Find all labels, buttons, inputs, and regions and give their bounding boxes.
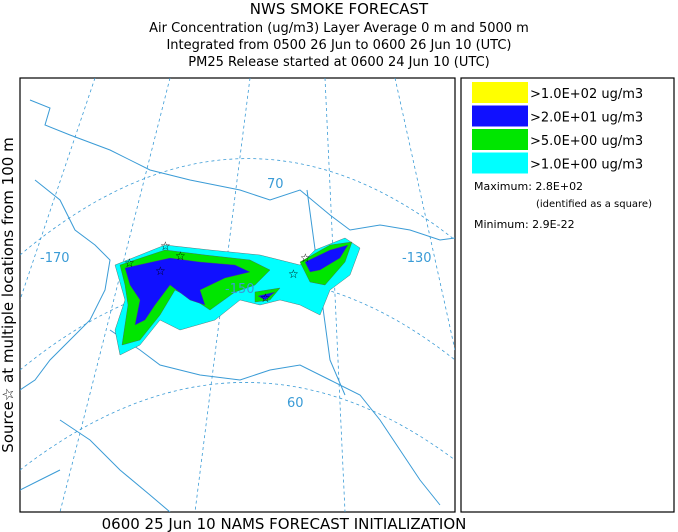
subtitle: Air Concentration (ug/m3) Layer Average … bbox=[149, 21, 529, 36]
latitude-label: 60 bbox=[287, 396, 304, 411]
legend: Maximum: 2.8E+02 (identified as a square… bbox=[460, 77, 675, 513]
title: NWS SMOKE FORECAST bbox=[250, 0, 429, 18]
plume bbox=[124, 244, 349, 326]
legend-swatch bbox=[472, 129, 528, 150]
legend-swatch bbox=[472, 152, 528, 174]
latitude-label: 70 bbox=[267, 177, 284, 192]
longitude-label: -170 bbox=[40, 251, 70, 266]
longitude-label: -130 bbox=[402, 251, 432, 266]
legend-swatch bbox=[472, 82, 528, 103]
maximum: Maximum: 2.8E+02 bbox=[474, 180, 583, 193]
longitude-label: -150 bbox=[225, 282, 255, 297]
maximum-note: (identified as a square) bbox=[536, 199, 652, 210]
footer: 0600 25 Jun 10 NAMS FORECAST INITIALIZAT… bbox=[102, 515, 467, 532]
source-marker: ☆ bbox=[160, 239, 171, 253]
legend-label: >2.0E+01 ug/m3 bbox=[530, 111, 643, 126]
source-marker: ☆ bbox=[260, 291, 271, 305]
side-label: Source☆ at multiple locations from 100 m bbox=[0, 137, 17, 452]
legend-label: >5.0E+00 ug/m3 bbox=[530, 134, 643, 149]
legend-swatch bbox=[472, 105, 528, 127]
subtitle: Integrated from 0500 26 Jun to 0600 26 J… bbox=[166, 38, 511, 53]
source-marker: ☆ bbox=[155, 264, 166, 278]
minimum: Minimum: 2.9E-22 bbox=[474, 218, 575, 231]
source-marker: ☆ bbox=[300, 251, 311, 265]
source-marker: ☆ bbox=[288, 267, 299, 281]
smoke-plumes bbox=[114, 237, 361, 356]
map: ☆ ☆ ☆ ☆ ☆ ☆ ☆ 70 60 -170 -150 -130 bbox=[19, 77, 456, 513]
source-marker: ☆ bbox=[175, 249, 186, 263]
source-marker: ☆ bbox=[124, 256, 135, 270]
legend-label: >1.0E+02 ug/m3 bbox=[530, 87, 643, 102]
legend-label: >1.0E+00 ug/m3 bbox=[530, 158, 643, 173]
subtitle: PM25 Release started at 0600 24 Jun 10 (… bbox=[188, 55, 489, 70]
